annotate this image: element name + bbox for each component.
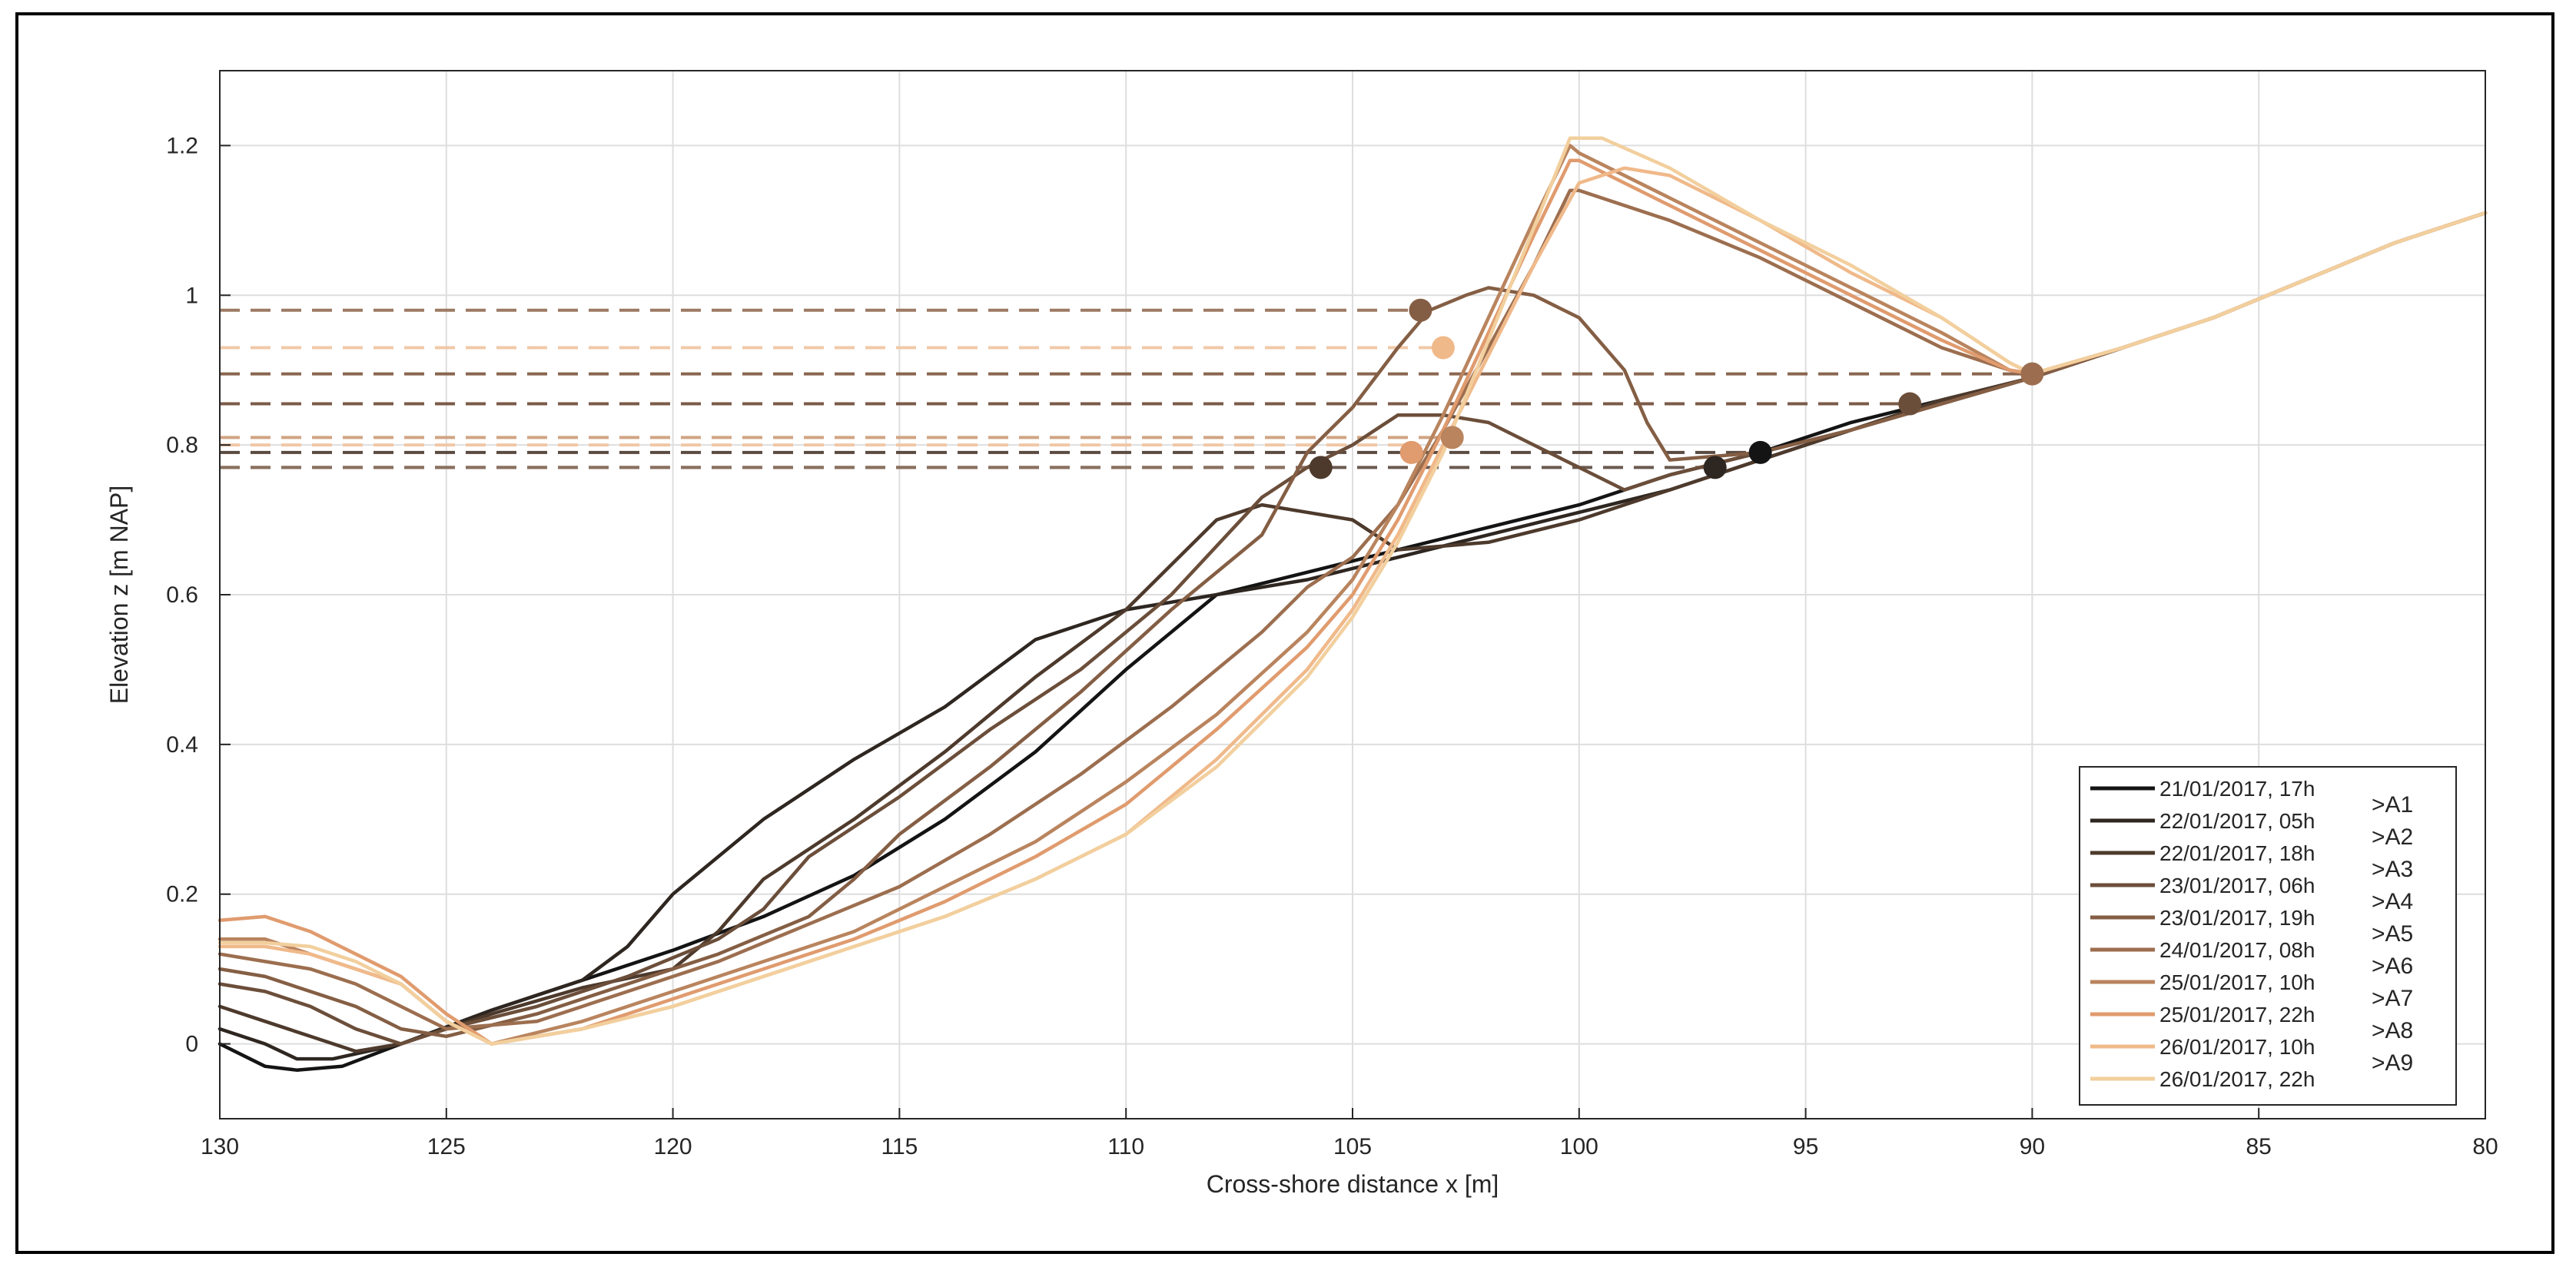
profile-marker <box>1898 392 1922 416</box>
x-tick-label: 105 <box>1333 1134 1372 1159</box>
profile-marker <box>1399 440 1423 464</box>
profile-marker <box>2020 362 2044 386</box>
profile-marker <box>1440 426 1464 449</box>
legend-label: 23/01/2017, 19h <box>2159 906 2315 930</box>
annotation-label: >A1 <box>2372 792 2413 818</box>
y-tick-label: 0.4 <box>166 732 198 758</box>
figure-frame: 130 125 120 115 110 105 100 95 90 85 80 0 0.2 0.4 0.6 0… <box>15 12 2554 1254</box>
profile-marker <box>1748 440 1772 464</box>
profile-marker <box>1409 298 1432 322</box>
legend-label: 22/01/2017, 05h <box>2159 809 2315 833</box>
reference-levels <box>220 308 2033 469</box>
annotation-label: >A5 <box>2372 921 2413 947</box>
legend: 21/01/2017, 17h 22/01/2017, 05h 22/01/2017… <box>2079 766 2457 1106</box>
legend-label: 23/01/2017, 06h <box>2159 874 2315 897</box>
legend-label: 25/01/2017, 10h <box>2159 970 2315 994</box>
y-tick-label: 1 <box>185 283 198 308</box>
profile-markers <box>1309 298 2044 479</box>
legend-label: 25/01/2017, 22h <box>2159 1003 2315 1027</box>
profile-line <box>217 136 2488 1046</box>
x-tick-label: 85 <box>2246 1134 2272 1159</box>
legend-label: 26/01/2017, 10h <box>2159 1035 2315 1059</box>
x-tick-label: 130 <box>201 1134 239 1159</box>
profile-marker <box>1431 336 1455 360</box>
annotation-label: >A4 <box>2372 889 2413 914</box>
annotation-label: >A3 <box>2372 857 2413 882</box>
y-tick-label: 0 <box>185 1032 198 1057</box>
profile-marker <box>1703 456 1727 479</box>
legend-label: 24/01/2017, 08h <box>2159 938 2315 962</box>
x-tick-label: 115 <box>881 1134 918 1159</box>
x-tick-label: 120 <box>654 1134 692 1159</box>
y-tick-label: 1.2 <box>166 133 198 158</box>
annotation-label: >A2 <box>2372 824 2413 850</box>
legend-box <box>2079 766 2457 1106</box>
annotation-label: >A7 <box>2372 986 2413 1011</box>
profile-line <box>217 211 2488 1039</box>
x-tick-label: 90 <box>2020 1134 2045 1159</box>
x-tick-label: 110 <box>1107 1134 1144 1159</box>
legend-label: 26/01/2017, 22h <box>2159 1067 2315 1091</box>
annotation-label: >A8 <box>2372 1018 2413 1043</box>
x-tick-label: 80 <box>2472 1134 2498 1159</box>
elevation-profile-chart: 130 125 120 115 110 105 100 95 90 85 80 0 0.2 0.4 0.6 0… <box>105 70 2498 1198</box>
annotation-label: >A9 <box>2372 1050 2413 1076</box>
x-tick-label: 100 <box>1560 1134 1598 1159</box>
x-tick-label: 95 <box>1793 1134 1818 1159</box>
legend-label: 21/01/2017, 17h <box>2159 777 2315 801</box>
y-axis-title: Elevation z [m NAP] <box>105 486 133 705</box>
y-tick-label: 0.6 <box>166 582 198 608</box>
annotation-label: >A6 <box>2372 954 2413 979</box>
y-tick-label: 0.8 <box>166 433 198 458</box>
x-tick-label: 125 <box>427 1134 466 1159</box>
profile-marker <box>1309 456 1333 479</box>
x-axis-title: Cross-shore distance x [m] <box>1207 1170 1499 1198</box>
legend-label: 22/01/2017, 18h <box>2159 841 2315 865</box>
y-tick-label: 0.2 <box>166 882 198 907</box>
axis-ticks: 130 125 120 115 110 105 100 95 90 85 80 0 0.2 0.4 0.6 0… <box>166 133 2498 1159</box>
